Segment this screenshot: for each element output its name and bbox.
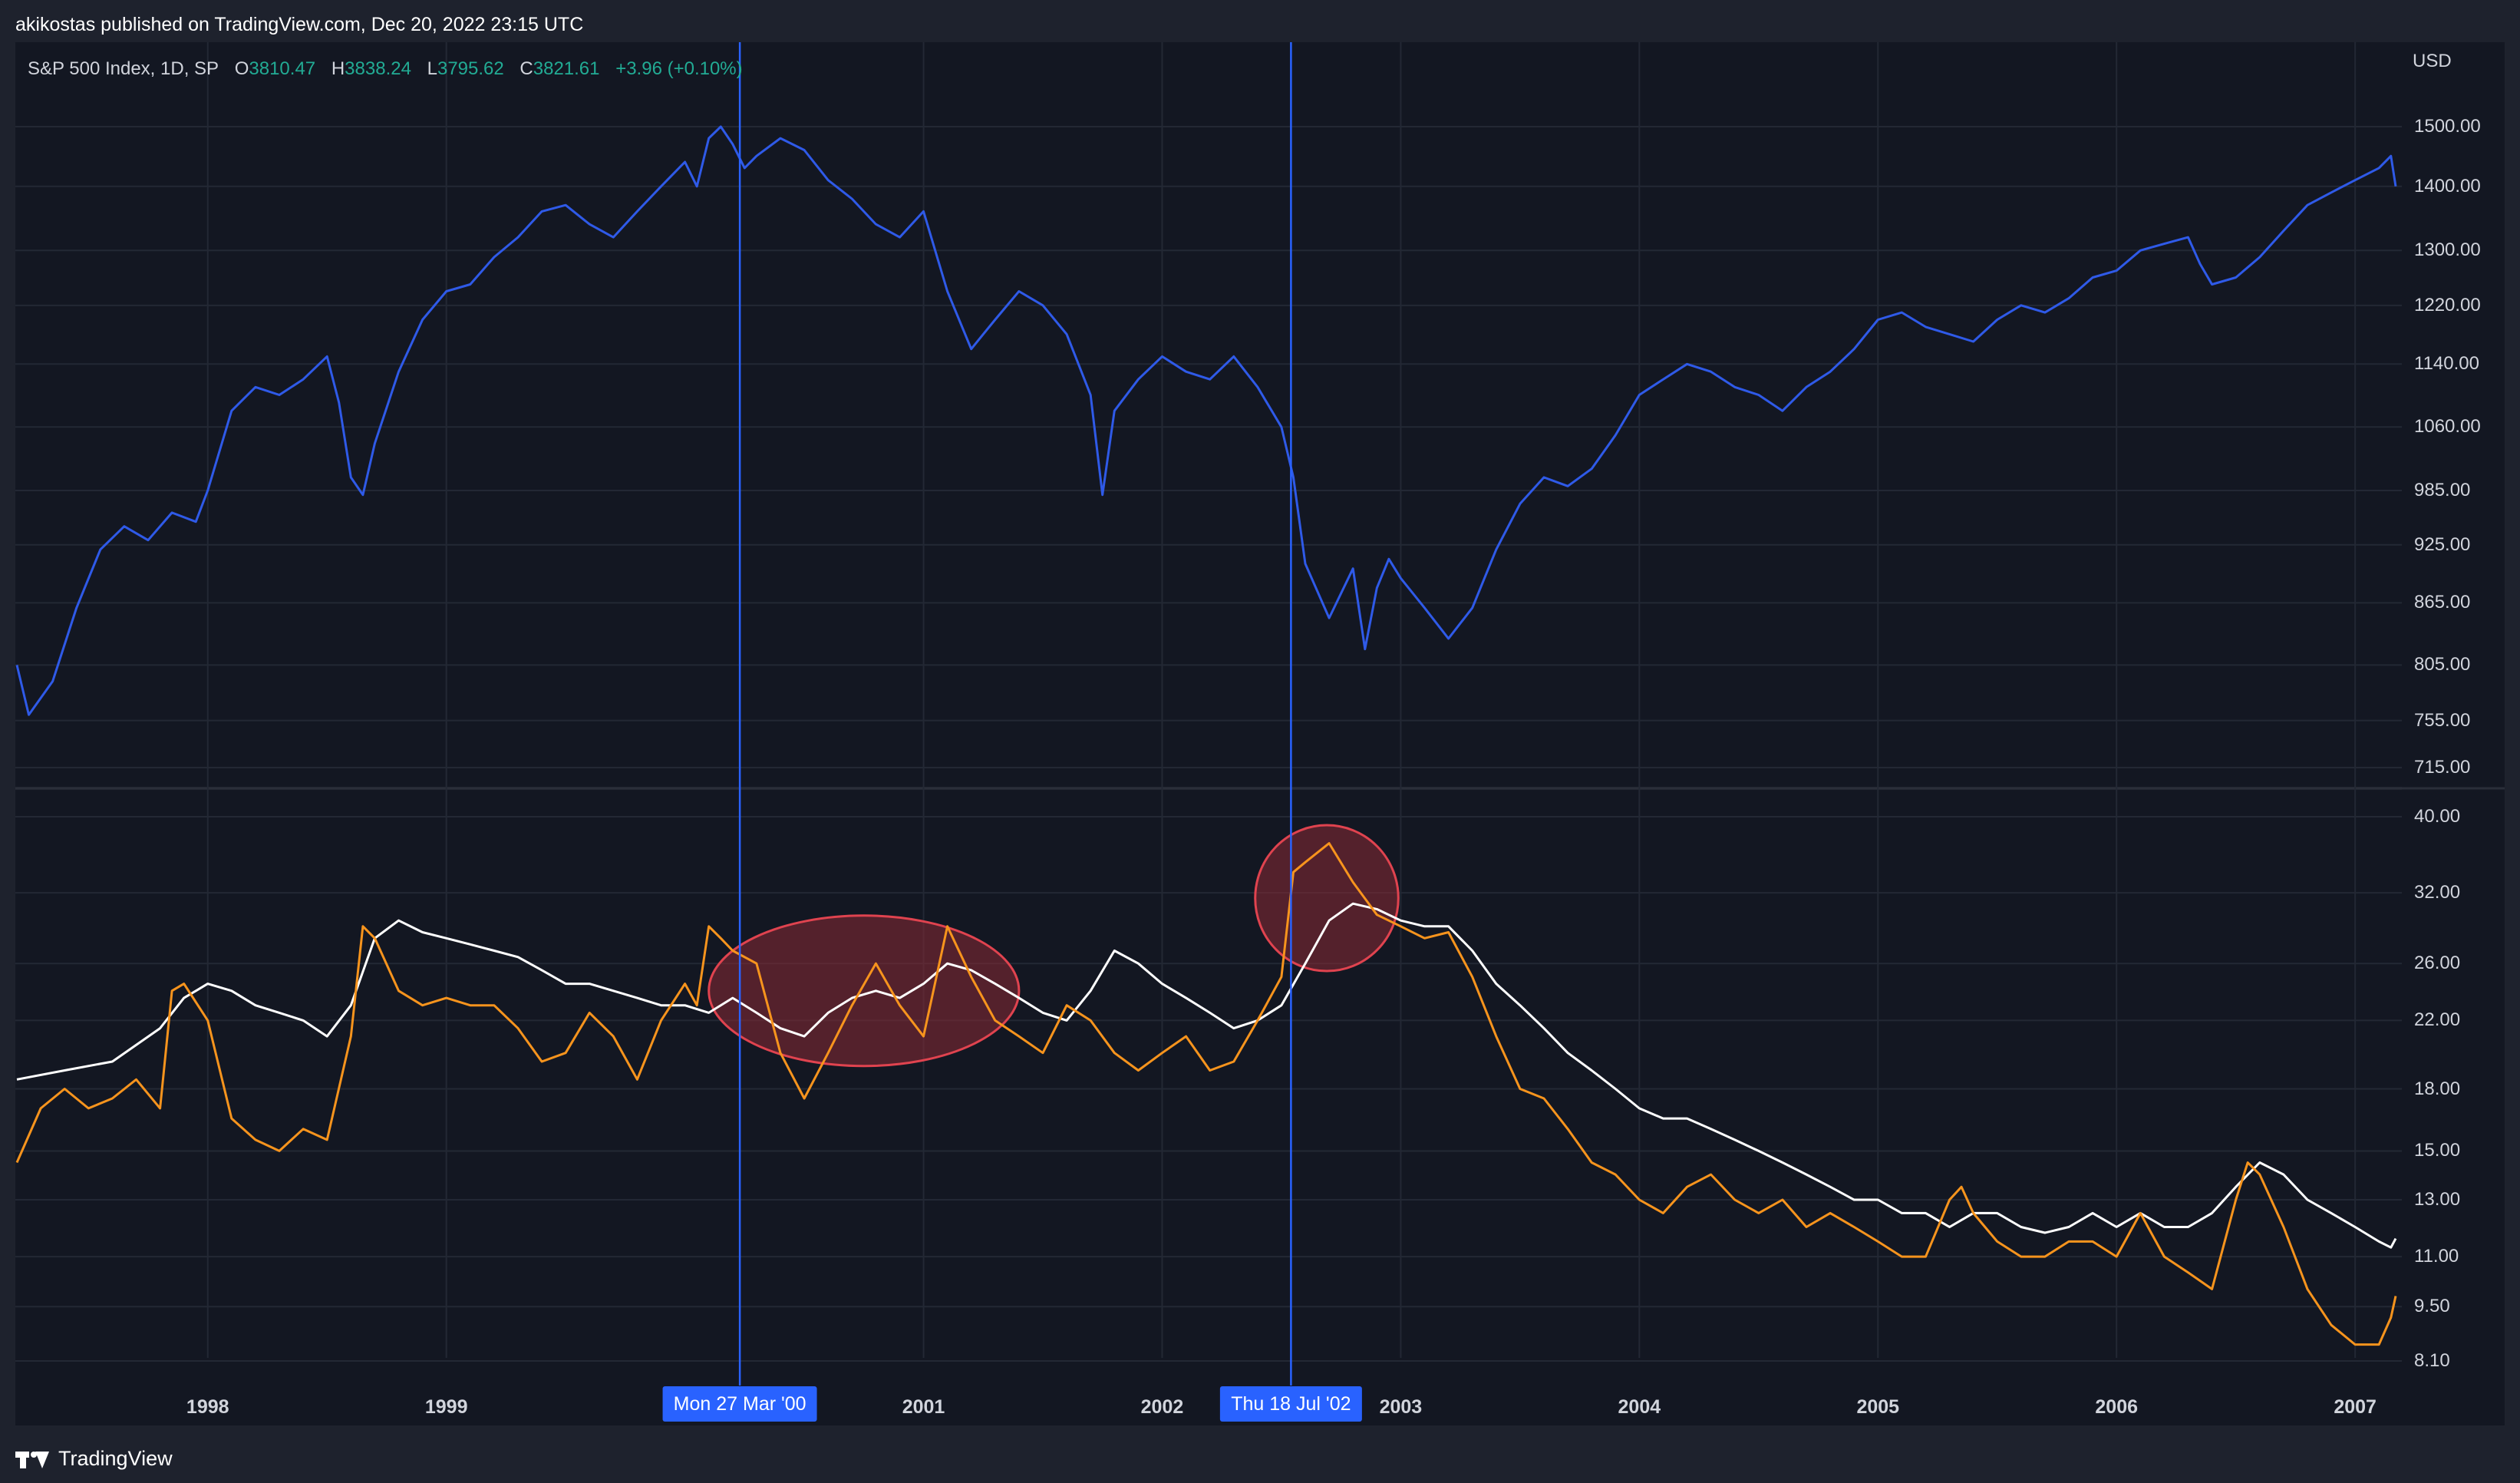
crosshair-date-badge[interactable]: Thu 18 Jul '02: [1220, 1386, 1362, 1422]
crosshair-lines: [738, 42, 1292, 1386]
price-tick-label: 925.00: [2414, 533, 2471, 555]
legend-close-label: C: [520, 58, 533, 79]
legend-change: +3.96 (+0.10%): [615, 58, 743, 79]
volatility-tick-label: 8.10: [2414, 1350, 2450, 1371]
legend-open-value: 3810.47: [249, 58, 316, 79]
price-tick-label: 1300.00: [2414, 239, 2481, 261]
volatility-tick-label: 18.00: [2414, 1078, 2461, 1099]
highlight-ellipse: [708, 914, 1021, 1068]
volatility-tick-label: 15.00: [2414, 1140, 2461, 1161]
time-tick-label: 2004: [1618, 1396, 1661, 1418]
legend-close-value: 3821.61: [533, 58, 600, 79]
price-tick-label: 1220.00: [2414, 294, 2481, 315]
time-tick-label: 2003: [1379, 1396, 1423, 1418]
price-tick-label: 805.00: [2414, 654, 2471, 675]
legend-high-label: H: [331, 58, 345, 79]
published-caption: akikostas published on TradingView.com, …: [15, 14, 584, 35]
volatility-tick-label: 9.50: [2414, 1296, 2450, 1317]
volatility-tick-label: 40.00: [2414, 806, 2461, 827]
volatility-pane[interactable]: [15, 790, 2402, 1358]
price-tick-label: 985.00: [2414, 479, 2471, 500]
sp500-price-line: [15, 125, 2397, 716]
series-lines: [15, 125, 2397, 1346]
time-tick-label: 2007: [2334, 1396, 2377, 1418]
crosshair-date-badge[interactable]: Mon 27 Mar '00: [662, 1386, 817, 1422]
volatility-tick-label: 32.00: [2414, 882, 2461, 903]
price-tick-label: 865.00: [2414, 592, 2471, 613]
time-tick-label: 2006: [2095, 1396, 2139, 1418]
price-tick-label: 1060.00: [2414, 416, 2481, 438]
volatility-tick-label: 26.00: [2414, 953, 2461, 974]
price-pane[interactable]: [15, 42, 2402, 787]
legend-open-label: O: [234, 58, 249, 79]
time-tick-label: 1999: [424, 1396, 468, 1418]
legend-ohlc: S&P 500 Index, 1D, SP O3810.47 H3838.24 …: [28, 58, 743, 80]
price-tick-label: 1400.00: [2414, 175, 2481, 197]
volatility-tick-label: 13.00: [2414, 1188, 2461, 1210]
time-tick-label: 2005: [1856, 1396, 1900, 1418]
price-tick-label: 715.00: [2414, 757, 2471, 778]
time-tick-label: 1998: [186, 1396, 229, 1418]
legend-high-value: 3838.24: [345, 58, 411, 79]
price-tick-label: 1500.00: [2414, 116, 2481, 137]
legend-symbol: S&P 500 Index, 1D, SP: [28, 58, 219, 79]
price-axis-pane: [2402, 42, 2505, 1425]
time-tick-label: 2001: [902, 1396, 945, 1418]
footer-brand-label: TradingView: [58, 1447, 173, 1470]
volatility-tick-label: 22.00: [2414, 1009, 2461, 1031]
grid-lines: [15, 42, 2402, 1362]
currency-label[interactable]: USD: [2413, 51, 2452, 71]
legend-low-value: 3795.62: [437, 58, 504, 79]
price-tick-label: 1140.00: [2414, 353, 2479, 375]
tradingview-logo-icon: [15, 1449, 51, 1469]
legend-low-label: L: [427, 58, 437, 79]
volatility-tick-label: 11.00: [2414, 1246, 2459, 1267]
highlight-ellipse: [1254, 824, 1400, 973]
time-tick-label: 2002: [1140, 1396, 1184, 1418]
footer-brand[interactable]: TradingView: [15, 1447, 173, 1471]
volatility-fast-line: [15, 842, 2397, 1346]
price-tick-label: 755.00: [2414, 709, 2471, 731]
time-axis-pane: [15, 1358, 2402, 1425]
